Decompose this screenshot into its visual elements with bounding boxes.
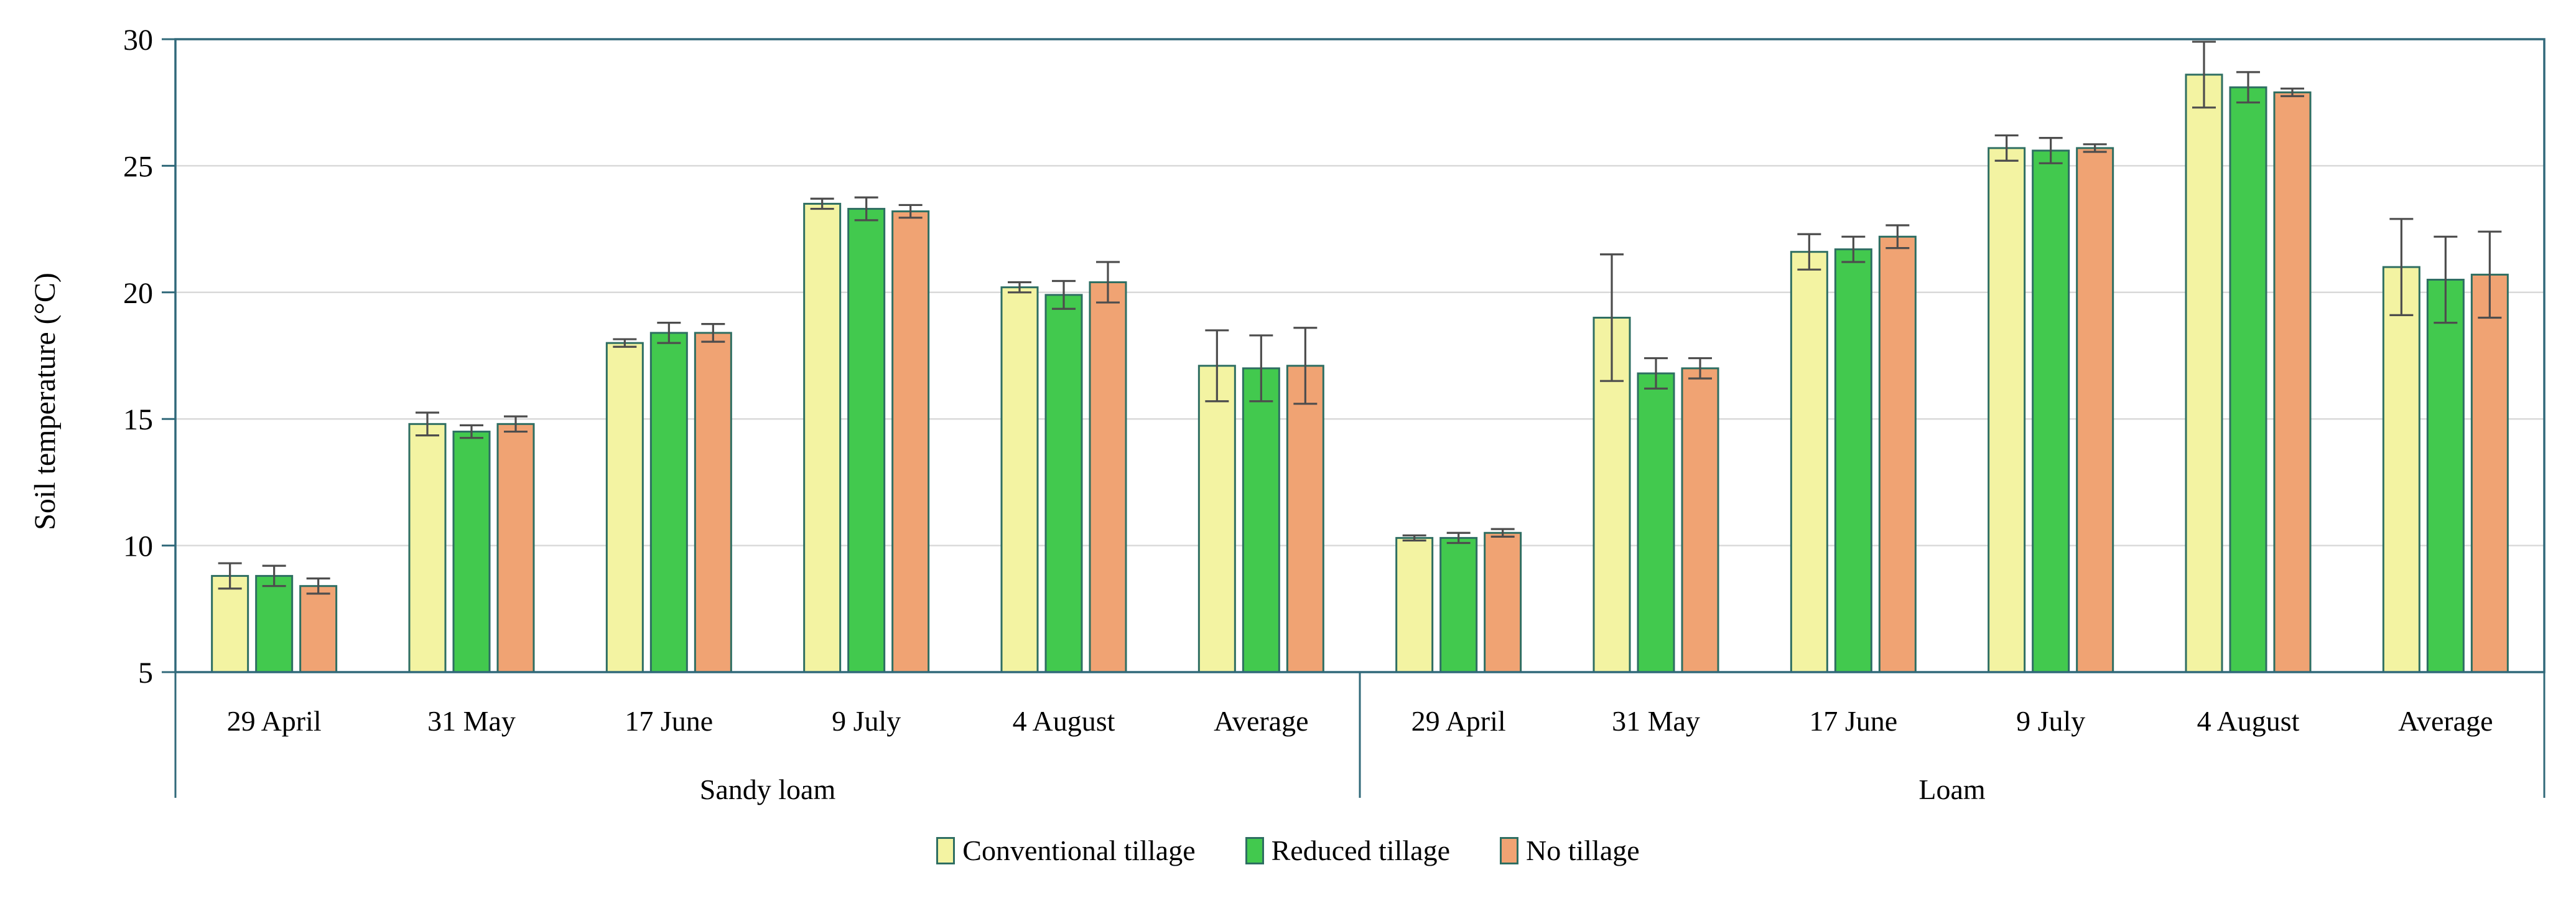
category-label: 17 June (1809, 705, 1897, 737)
bar (1834, 248, 1872, 673)
category-label: Average (1214, 705, 1308, 737)
y-tick-label: 25 (123, 150, 153, 183)
legend-label: No tillage (1526, 835, 1640, 866)
bar (605, 342, 644, 673)
y-tick-label: 5 (138, 657, 153, 690)
legend-swatch (1500, 836, 1518, 864)
category-label: 29 April (1411, 705, 1506, 737)
y-tick-label: 20 (123, 277, 153, 310)
bar (1395, 536, 1434, 673)
bar (2229, 86, 2267, 673)
bar (299, 585, 338, 673)
bar (1000, 286, 1039, 673)
bar (847, 208, 886, 673)
category-label: 4 August (1013, 705, 1115, 737)
bar (1790, 251, 1828, 673)
y-tick-label: 15 (123, 403, 153, 436)
section-label: Sandy loam (700, 774, 836, 805)
legend-item: No tillage (1500, 834, 1640, 867)
legend-swatch (1245, 836, 1264, 864)
bar (1089, 281, 1127, 673)
bar (452, 431, 491, 673)
category-label: 9 July (832, 705, 901, 737)
y-axis-title: Soil temperature (°C) (29, 273, 62, 530)
bar (2426, 278, 2465, 673)
legend-label: Reduced tillage (1271, 835, 1450, 866)
legend-item: Conventional tillage (936, 834, 1196, 867)
category-label: 4 August (2197, 705, 2300, 737)
bar (803, 202, 842, 673)
bar (2076, 147, 2114, 673)
bar (891, 210, 930, 673)
category-label: 31 May (427, 705, 516, 737)
category-label: Average (2398, 705, 2493, 737)
bar (211, 574, 249, 673)
bar (649, 332, 688, 673)
bar (1637, 372, 1675, 673)
legend-item: Reduced tillage (1245, 834, 1450, 867)
bar (2382, 266, 2420, 673)
bar (1484, 531, 1522, 673)
y-tick-label: 10 (123, 530, 153, 563)
bar (408, 423, 447, 673)
bar (1439, 536, 1478, 673)
bar (1044, 294, 1083, 673)
category-label: 9 July (2016, 705, 2085, 737)
category-label: 29 April (227, 705, 322, 737)
category-label: 17 June (625, 705, 713, 737)
legend-label: Conventional tillage (962, 835, 1196, 866)
section-label: Loam (1918, 774, 1986, 805)
bar (255, 574, 294, 673)
y-tick-label: 30 (123, 24, 153, 57)
bar (1286, 365, 1324, 673)
bar (1681, 367, 1719, 673)
bar (2470, 273, 2509, 673)
bar (2185, 73, 2223, 673)
legend-swatch (936, 836, 956, 864)
chart-legend: Conventional tillage Reduced tillage No ti… (0, 834, 2576, 867)
bar (496, 423, 535, 673)
bar (1242, 367, 1280, 673)
bar (2032, 149, 2070, 673)
bar (2273, 91, 2312, 673)
bar (1197, 365, 1236, 673)
bar (1878, 235, 1917, 673)
bar (694, 332, 732, 673)
bar (1988, 147, 2026, 673)
category-label: 31 May (1612, 705, 1700, 737)
